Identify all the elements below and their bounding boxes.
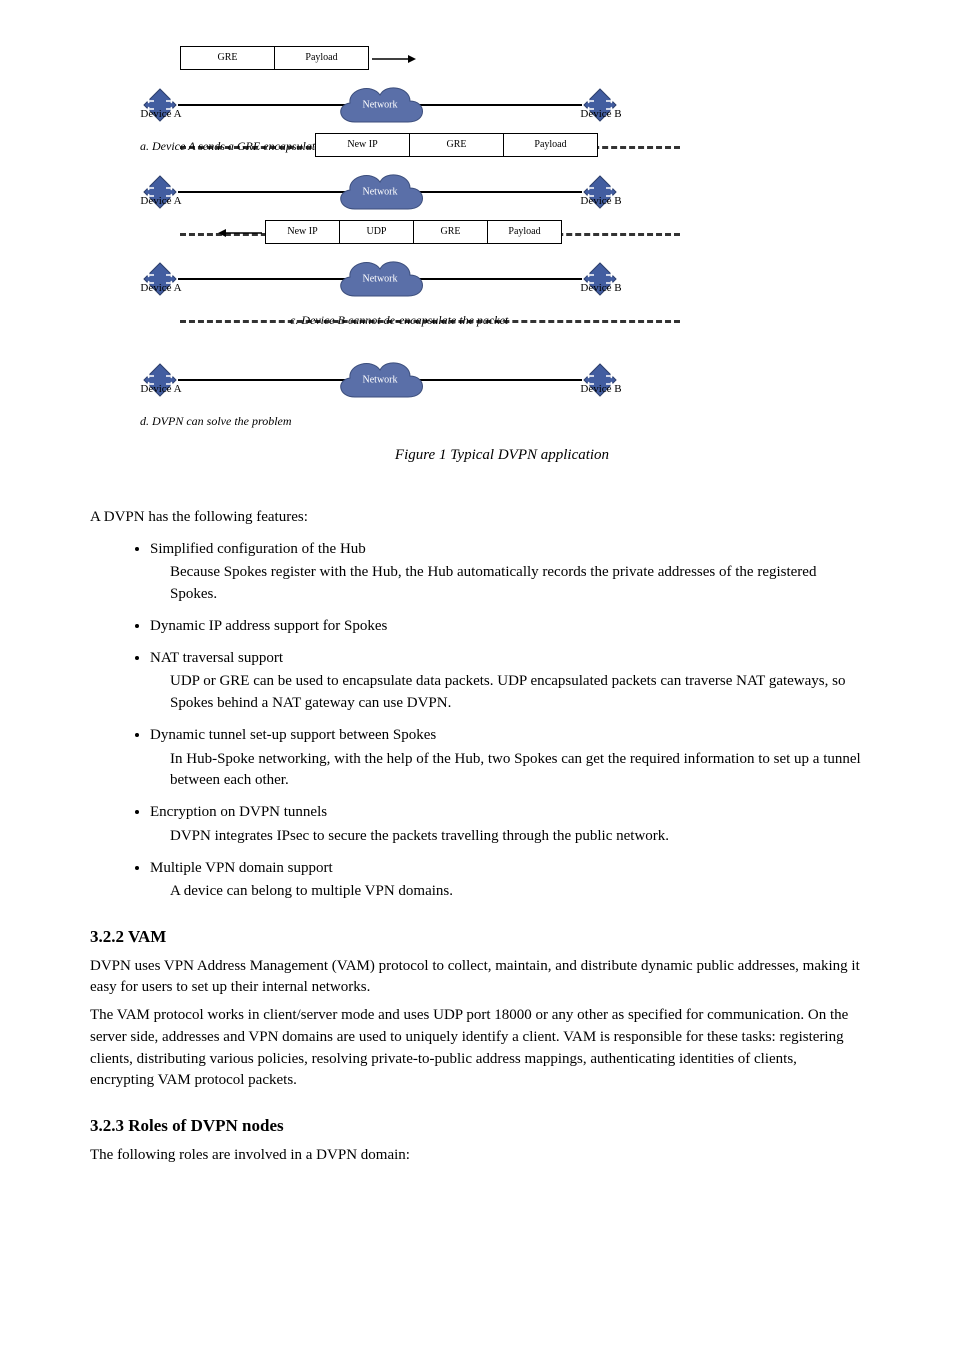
packet-box: GRE <box>409 133 504 157</box>
feature-body: UDP or GRE can be used to encapsulate da… <box>170 671 864 715</box>
device-a-icon: Device A <box>140 360 180 400</box>
row-caption: c. Device B cannot de-encapsulate the pa… <box>290 312 508 329</box>
packet-box: New IP <box>265 220 340 244</box>
cloud-icon <box>330 164 430 220</box>
packet-box: GRE <box>180 46 275 70</box>
feature-item: Dynamic tunnel set-up support between Sp… <box>150 725 864 792</box>
device-a-label: Device A <box>126 281 196 297</box>
device-b-label: Device B <box>566 107 636 123</box>
device-b-label: Device B <box>566 194 636 210</box>
device-a-icon: Device A <box>140 259 180 299</box>
device-b-icon: Device B <box>580 172 620 212</box>
feature-body: DVPN integrates IPsec to secure the pack… <box>170 826 864 848</box>
feature-item: Dynamic IP address support for Spokes <box>150 616 864 638</box>
feature-head: Encryption on DVPN tunnels <box>150 804 327 820</box>
diagram-row-c: Network Device A <box>140 244 620 314</box>
diagram-row-d: Network Device A <box>140 345 620 415</box>
network-cloud: Network <box>330 251 430 307</box>
section-vam-para1: DVPN uses VPN Address Management (VAM) p… <box>90 956 864 1000</box>
feature-head: Simplified configuration of the Hub <box>150 541 366 557</box>
device-a-label: Device A <box>126 107 196 123</box>
device-a-icon: Device A <box>140 85 180 125</box>
device-a-label: Device A <box>126 382 196 398</box>
device-b-label: Device B <box>566 281 636 297</box>
device-a-label: Device A <box>126 194 196 210</box>
section-roles-para1: The following roles are involved in a DV… <box>90 1145 864 1167</box>
feature-head: Dynamic IP address support for Spokes <box>150 618 387 634</box>
features-intro: A DVPN has the following features: <box>90 507 864 529</box>
device-a-icon: Device A <box>140 172 180 212</box>
feature-item: Encryption on DVPN tunnels DVPN integrat… <box>150 802 864 848</box>
figure-caption: Figure 1 Typical DVPN application <box>140 445 864 467</box>
cloud-icon <box>330 77 430 133</box>
packet-box: Payload <box>487 220 562 244</box>
feature-item: NAT traversal support UDP or GRE can be … <box>150 648 864 715</box>
device-b-icon: Device B <box>580 360 620 400</box>
feature-head: Multiple VPN domain support <box>150 860 333 876</box>
section-vam-para2: The VAM protocol works in client/server … <box>90 1005 864 1092</box>
network-cloud: Network <box>330 164 430 220</box>
device-b-icon: Device B <box>580 85 620 125</box>
packet-boxes-b: New IP GRE Payload <box>315 133 598 157</box>
feature-body: In Hub-Spoke networking, with the help o… <box>170 749 864 793</box>
feature-head: Dynamic tunnel set-up support between Sp… <box>150 727 436 743</box>
network-cloud: Network <box>330 77 430 133</box>
section-roles-title: 3.2.3 Roles of DVPN nodes <box>90 1114 864 1139</box>
packet-boxes-c: New IP UDP GRE Payload <box>265 220 562 244</box>
packet-box: New IP <box>315 133 410 157</box>
arrow-left-icon <box>218 228 262 238</box>
feature-list: Simplified configuration of the Hub Beca… <box>150 539 864 904</box>
diagram-row-b: Network Device A <box>140 157 620 227</box>
feature-item: Multiple VPN domain support A device can… <box>150 858 864 904</box>
arrow-right-icon <box>372 54 416 64</box>
feature-item: Simplified configuration of the Hub Beca… <box>150 539 864 606</box>
dvpn-diagram: Network Device A <box>140 70 864 467</box>
device-b-label: Device B <box>566 382 636 398</box>
section-vam-title: 3.2.2 VAM <box>90 925 864 950</box>
diagram-row-a: Network Device A <box>140 70 620 140</box>
packet-box: UDP <box>339 220 414 244</box>
packet-boxes-a: GRE Payload <box>180 46 369 70</box>
cloud-icon <box>330 352 430 408</box>
feature-body: Because Spokes register with the Hub, th… <box>170 562 864 606</box>
feature-body: A device can belong to multiple VPN doma… <box>170 881 864 903</box>
packet-box: GRE <box>413 220 488 244</box>
device-b-icon: Device B <box>580 259 620 299</box>
packet-box: Payload <box>503 133 598 157</box>
row-caption: d. DVPN can solve the problem <box>140 413 292 430</box>
network-cloud: Network <box>330 352 430 408</box>
cloud-icon <box>330 251 430 307</box>
packet-box: Payload <box>274 46 369 70</box>
feature-head: NAT traversal support <box>150 650 283 666</box>
